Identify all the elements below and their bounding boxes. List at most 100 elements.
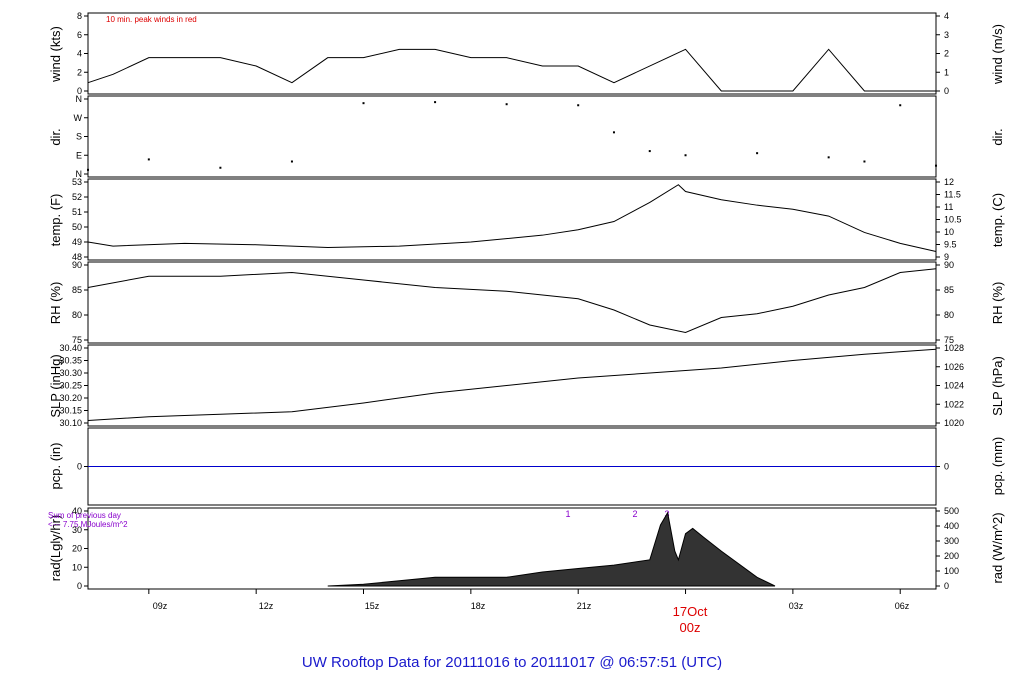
slp-ytick-right-label: 1020 [944,418,964,428]
pcp-ylabel-right: pcp. (mm) [990,437,1005,496]
wind-ytick-label: 2 [77,67,82,77]
dir-point [612,131,615,134]
slp-ytick-label: 30.20 [59,393,82,403]
temp-ytick-label: 48 [72,252,82,262]
dir-ytick-label: S [76,132,82,142]
slp-ytick-label: 30.30 [59,368,82,378]
rad-ytick-right-label: 0 [944,581,949,591]
slp-ytick-right-label: 1022 [944,399,964,409]
rh-ytick-right-label: 80 [944,310,954,320]
dir-point [577,104,580,107]
wind-ytick-label: 4 [77,49,82,59]
x-date-label: 17Oct [673,604,708,619]
rh-ylabel: RH (%) [48,282,63,325]
rad-ytick-label: 40 [72,506,82,516]
temp-ytick-label: 50 [72,222,82,232]
slp-line [87,348,937,421]
rad-ylabel-right: rad (W/m^2) [990,512,1005,583]
slp-ytick-right-label: 1024 [944,381,964,391]
dir-point [505,103,508,106]
temp-ytick-label: 49 [72,237,82,247]
plot-layer: 0246801234NESWN48495051525399.51010.5111… [59,11,964,594]
temp-ytick-right-label: 11.5 [944,190,961,200]
wind-ytick-right-label: 4 [944,11,949,21]
temp-ytick-right-label: 10 [944,227,954,237]
slp-ylabel-right: SLP (hPa) [990,356,1005,416]
rad-ytick-label: 10 [72,562,82,572]
rh-ytick-right-label: 75 [944,335,954,345]
chart-title: UW Rooftop Data for 20111016 to 20111017… [302,654,722,671]
slp-ytick-right-label: 1026 [944,362,964,372]
wind-ytick-right-label: 1 [944,67,949,77]
temp-ytick-right-label: 9 [944,252,949,262]
rad-marker-2: 2 [632,509,637,519]
rh-ylabel-right: RH (%) [990,282,1005,325]
slp-ylabel: SLP (inHg) [48,354,63,417]
dir-ylabel: dir. [48,128,63,145]
slp-ytick-right-label: 1028 [944,343,964,353]
temp-ytick-right-label: 10.5 [944,215,962,225]
dir-point [684,154,687,157]
wind-ytick-right-label: 0 [944,86,949,96]
dir-point [362,102,365,105]
dir-panel-frame [87,95,937,178]
temp-ytick-right-label: 11 [944,202,953,212]
x-tick-09z: 09z [153,601,168,611]
rad-ytick-right-label: 200 [944,551,959,561]
dir-ylabel-right: dir. [990,128,1005,145]
dir-point [899,104,902,107]
dir-point [147,158,150,161]
rh-ytick-label: 85 [72,285,82,295]
dir-point [290,160,293,163]
rh-ytick-right-label: 85 [944,285,954,295]
temp-ytick-right-label: 9.5 [944,240,957,250]
wind-ylabel: wind (kts) [48,26,63,83]
wind-ytick-label: 8 [77,11,82,21]
rad-area [327,511,776,587]
dir-point [87,168,89,171]
dir-ytick-label: E [76,150,82,160]
dir-point [827,156,830,159]
dir-point [648,150,651,153]
rad-ytick-right-label: 500 [944,506,959,516]
dir-point [863,160,866,163]
x-tick-21z: 21z [577,601,592,611]
rad-ytick-right-label: 300 [944,536,959,546]
x-tick-06z: 06z [895,601,910,611]
temp-ytick-label: 52 [72,192,82,202]
pcp-ylabel: pcp. (in) [48,443,63,490]
temp-ytick-label: 51 [72,207,82,217]
slp-panel-frame [87,344,937,427]
temp-panel-frame [87,178,937,261]
rh-ytick-label: 90 [72,260,82,270]
rad-ytick-right-label: 100 [944,566,959,576]
x-date-hour: 00z [680,620,701,635]
rad-ytick-label: 30 [72,525,82,535]
rh-ytick-right-label: 90 [944,260,954,270]
wind-ytick-label: 0 [77,86,82,96]
wind-ytick-label: 6 [77,30,82,40]
slp-ytick-label: 30.35 [59,356,82,366]
rad-ylabel: rad(Lgly/hr) [48,515,63,581]
rad-sum-note: Sum of previous day [48,511,121,520]
dir-point [935,164,937,167]
wind-line [87,48,936,92]
rad-ytick-right-label: 400 [944,521,959,531]
temp-line [87,184,937,253]
x-tick-15z: 15z [365,601,380,611]
temp-ytick-label: 53 [72,177,82,187]
dir-ytick-label: N [76,169,83,179]
rh-line [87,268,937,334]
pcp-ytick-label: 0 [77,462,82,472]
temp-ylabel: temp. (F) [48,194,63,247]
rh-ytick-label: 75 [72,335,82,345]
slp-ytick-label: 30.40 [59,343,82,353]
temp-ytick-right-label: 12 [944,177,954,187]
dir-point [434,101,437,104]
wind-peak-note: 10 min. peak winds in red [106,15,197,24]
x-tick-03z: 03z [789,601,804,611]
rh-panel-frame [87,261,937,344]
dir-point [756,152,759,155]
x-tick-18z: 18z [471,601,486,611]
